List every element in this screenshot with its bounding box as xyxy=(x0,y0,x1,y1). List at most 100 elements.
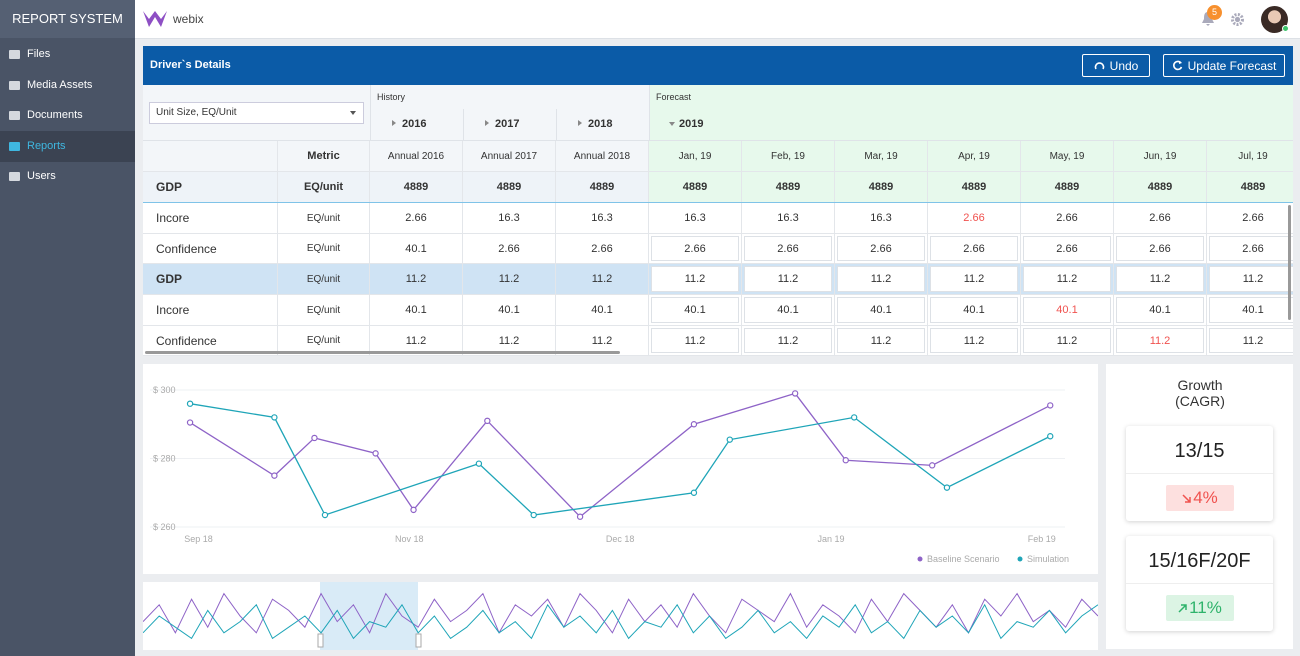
data-cell: 40.1 xyxy=(1207,295,1293,326)
editable-cell[interactable]: 11.2 xyxy=(651,266,739,292)
menu-icon xyxy=(9,141,20,151)
editable-cell[interactable]: 11.2 xyxy=(651,328,739,353)
editable-cell[interactable]: 40.1 xyxy=(744,297,832,323)
col-divider xyxy=(463,109,464,140)
menu-item[interactable]: Files xyxy=(0,39,135,70)
x-tick-label: Feb 19 xyxy=(1028,534,1056,544)
editable-cell[interactable]: 11.2 xyxy=(744,266,832,292)
year-toggle[interactable] xyxy=(485,120,492,126)
editable-cell[interactable]: 11.2 xyxy=(1116,328,1204,353)
range-handle[interactable] xyxy=(317,633,324,648)
data-cell: 4889 xyxy=(928,172,1021,203)
editable-cell[interactable]: 11.2 xyxy=(744,328,832,353)
row-name: GDP xyxy=(143,172,278,203)
editable-cell[interactable]: 40.1 xyxy=(930,297,1018,323)
notification-badge: 5 xyxy=(1207,5,1222,20)
data-cell: 16.3 xyxy=(742,203,835,234)
update-button[interactable]: Update Forecast xyxy=(1163,54,1285,77)
settings-icon[interactable] xyxy=(1231,13,1244,26)
editable-cell[interactable]: 40.1 xyxy=(1116,297,1204,323)
editable-cell[interactable]: 11.2 xyxy=(1209,328,1293,353)
v-scrollbar xyxy=(1288,205,1291,320)
editable-cell[interactable]: 40.1 xyxy=(1209,297,1293,323)
editable-cell[interactable]: 40.1 xyxy=(1023,297,1111,323)
y-tick-label: $ 300 xyxy=(153,385,176,395)
editable-cell[interactable]: 2.66 xyxy=(1209,236,1293,261)
row-metric: EQ/unit xyxy=(278,203,370,234)
range-handle[interactable] xyxy=(415,633,422,648)
data-cell: 2.66 xyxy=(463,234,556,264)
data-cell: 2.66 xyxy=(1021,234,1114,264)
data-point xyxy=(475,460,483,467)
data-cell: 2.66 xyxy=(1021,203,1114,234)
editable-cell[interactable]: 2.66 xyxy=(744,236,832,261)
column-header: Annual 2018 xyxy=(556,141,649,172)
editable-cell[interactable]: 2.66 xyxy=(651,236,739,261)
data-cell: 2.66 xyxy=(742,234,835,264)
legend-marker xyxy=(1017,556,1023,562)
editable-cell[interactable]: 2.66 xyxy=(930,236,1018,261)
growth-card: 15/16F/20F 11% xyxy=(1126,536,1273,631)
editable-cell[interactable]: 11.2 xyxy=(930,266,1018,292)
data-cell: 16.3 xyxy=(835,203,928,234)
series-line xyxy=(189,392,1051,518)
year-label: 2016 xyxy=(402,118,427,130)
button-label: Undo xyxy=(1109,58,1139,73)
data-cell: 2.66 xyxy=(928,234,1021,264)
group-label: Forecast xyxy=(656,92,692,102)
menu-item[interactable]: Users xyxy=(0,161,135,192)
editable-cell[interactable]: 11.2 xyxy=(1023,266,1111,292)
year-toggle[interactable] xyxy=(392,120,399,126)
col-divider xyxy=(370,85,371,140)
menu-item[interactable]: Media Assets xyxy=(0,70,135,101)
header-line xyxy=(143,140,1293,141)
card-value: 13/15 xyxy=(1174,440,1225,462)
editable-cell[interactable]: 11.2 xyxy=(1116,266,1204,292)
editable-cell[interactable]: 2.66 xyxy=(1116,236,1204,261)
data-cell: 40.1 xyxy=(370,295,463,326)
chart-panel xyxy=(143,364,1098,574)
editable-cell[interactable]: 11.2 xyxy=(1209,266,1293,292)
editable-cell[interactable]: 11.2 xyxy=(1023,328,1111,353)
sidebar: REPORT SYSTEM Files Media Assets Documents… xyxy=(0,0,135,656)
data-point xyxy=(1047,433,1054,440)
summary-line xyxy=(143,202,1293,203)
data-cell: 40.1 xyxy=(742,295,835,326)
data-cell: 16.3 xyxy=(463,203,556,234)
data-cell: 11.2 xyxy=(556,326,649,356)
column-header: Annual 2016 xyxy=(370,141,463,172)
editable-cell[interactable]: 11.2 xyxy=(930,328,1018,353)
menu-item[interactable]: Reports xyxy=(0,130,135,162)
editable-cell[interactable]: 2.66 xyxy=(837,236,925,261)
group-label: History xyxy=(377,92,406,102)
editable-cell[interactable]: 2.66 xyxy=(1023,236,1111,261)
menu-label: Files xyxy=(27,48,51,60)
menu-icon xyxy=(9,50,20,59)
column-header: May, 19 xyxy=(1021,141,1114,172)
button-label: Update Forecast xyxy=(1187,58,1277,73)
data-point xyxy=(850,414,858,421)
data-cell: 40.1 xyxy=(463,295,556,326)
year-toggle[interactable] xyxy=(669,122,675,129)
card-divider xyxy=(1126,473,1273,474)
row-name: Confidence xyxy=(143,234,278,264)
editable-cell[interactable]: 40.1 xyxy=(651,297,739,323)
panel-title: Driver`s Details xyxy=(150,59,231,71)
data-point xyxy=(943,484,951,491)
editable-cell[interactable]: 11.2 xyxy=(837,328,925,353)
legend-label: Simulation xyxy=(1027,554,1069,564)
year-toggle[interactable] xyxy=(578,120,585,126)
data-cell: 11.2 xyxy=(1114,326,1207,356)
panel-header xyxy=(143,46,1293,85)
data-point xyxy=(791,390,799,397)
unit-select[interactable]: Unit Size, EQ/Unit xyxy=(149,102,364,124)
range-line xyxy=(143,592,1098,634)
data-point xyxy=(271,414,278,421)
menu-item[interactable]: Documents xyxy=(0,100,135,131)
undo-button[interactable]: Undo xyxy=(1082,54,1150,77)
editable-cell[interactable]: 40.1 xyxy=(837,297,925,323)
editable-cell[interactable]: 11.2 xyxy=(837,266,925,292)
y-tick-label: $ 260 xyxy=(153,522,176,532)
data-cell: 11.2 xyxy=(928,264,1021,295)
data-cell: 11.2 xyxy=(742,264,835,295)
